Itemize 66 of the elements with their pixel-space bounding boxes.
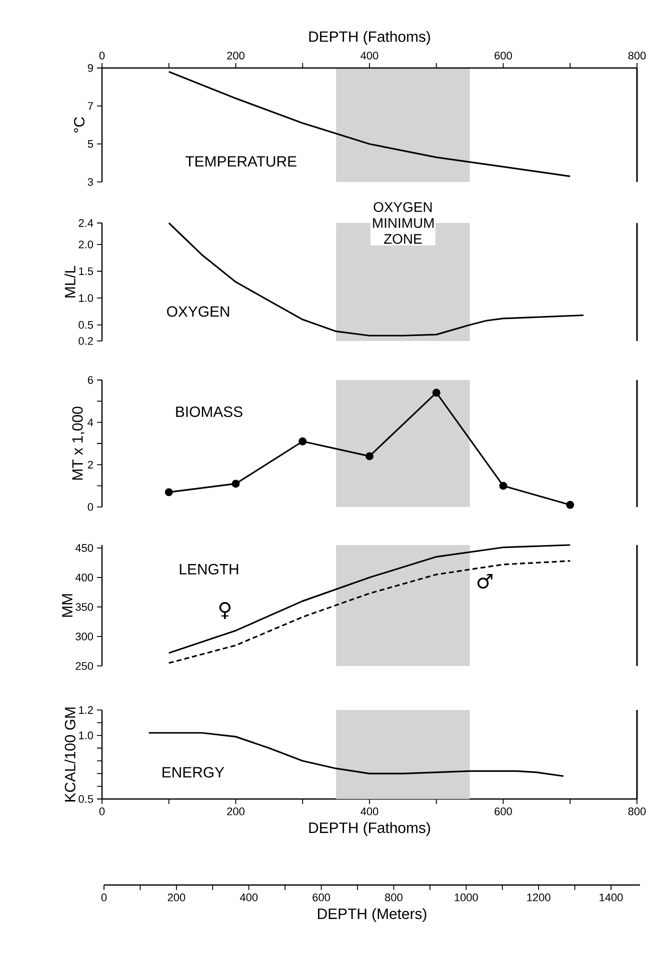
y-tick-label: 1.5 (79, 267, 94, 276)
x-axis-title: DEPTH (Fathoms) (309, 822, 430, 836)
y-tick-label: 6 (88, 376, 93, 384)
x-tick-label: 800 (628, 808, 646, 816)
point (432, 388, 440, 397)
line-series (168, 544, 571, 654)
y-axis-title: MT x 1,000 (72, 406, 85, 480)
point (232, 480, 240, 488)
y-tick-label: 0.2 (78, 337, 93, 345)
series-label: ♀ (219, 602, 231, 620)
y-tick-label: 2.0 (78, 240, 94, 248)
y-tick-label: 2 (88, 460, 93, 468)
y-tick-label: 1.2 (79, 706, 93, 714)
x2-tick-label: 1400 (600, 894, 623, 902)
y-tick-label: 0.5 (78, 321, 94, 329)
x2-axis-title: DEPTH (Meters) (318, 908, 426, 922)
x-tick-label: 600 (494, 808, 512, 816)
line-series (168, 560, 571, 664)
y-tick-label: 350 (76, 603, 94, 611)
x2-tick-label: 800 (385, 894, 402, 902)
annotation: ENERGY (162, 766, 224, 778)
point (566, 500, 574, 509)
x-tick-label: 200 (227, 808, 244, 816)
y-axis-title: °C (74, 117, 85, 132)
y-tick-label: 4 (88, 418, 94, 426)
point (499, 482, 508, 490)
x2-tick-label: 600 (312, 894, 330, 902)
y-axis-title: KCAL/100 GM (64, 708, 76, 802)
x2-tick-label: 200 (227, 52, 244, 60)
x2-tick-label: 400 (360, 52, 378, 60)
x-tick-label: 0 (99, 808, 105, 816)
y-tick-label: 0.5 (78, 795, 94, 803)
x2-tick-label: 600 (494, 52, 512, 60)
annotation: BIOMASS (176, 406, 242, 418)
point (298, 437, 307, 446)
y-tick-label: 9 (88, 64, 93, 72)
x2-tick-label: 400 (240, 894, 258, 902)
y-tick-label: 5 (88, 140, 94, 148)
y-tick-label: 400 (75, 574, 94, 582)
y-tick-label: 250 (76, 662, 94, 670)
x2-tick-label: 800 (628, 52, 646, 60)
y-axis-title: MM (62, 594, 72, 617)
y-tick-label: 0 (88, 503, 94, 511)
x2-tick-label: 200 (168, 894, 186, 902)
y-tick-label: 450 (75, 544, 94, 552)
annotation: OXYGEN (167, 306, 230, 317)
y-tick-label: 300 (76, 632, 94, 640)
annotation: TEMPERATURE (186, 156, 296, 167)
x2-axis-title: DEPTH (Fathoms) (309, 30, 430, 45)
series-label: ♂ (477, 574, 492, 589)
x2-tick-label: 0 (101, 894, 107, 902)
x2-tick-label: 1200 (527, 894, 550, 902)
y-tick-label: 2.4 (78, 219, 94, 227)
y-tick-label: 7 (88, 102, 93, 110)
x2-tick-label: 0 (99, 52, 105, 60)
line-series (148, 732, 564, 777)
band-label: OXYGEN MINIMUM ZONE (373, 202, 434, 244)
point (366, 452, 374, 460)
y-tick-label: 1.0 (79, 732, 94, 740)
annotation: LENGTH (180, 564, 238, 574)
x-tick-label: 400 (360, 808, 378, 816)
point (164, 488, 173, 496)
y-axis-title: ML/L (64, 266, 76, 298)
x2-tick-label: 1000 (454, 894, 478, 902)
y-tick-label: 3 (88, 178, 93, 186)
y-tick-label: 1.0 (79, 294, 94, 302)
